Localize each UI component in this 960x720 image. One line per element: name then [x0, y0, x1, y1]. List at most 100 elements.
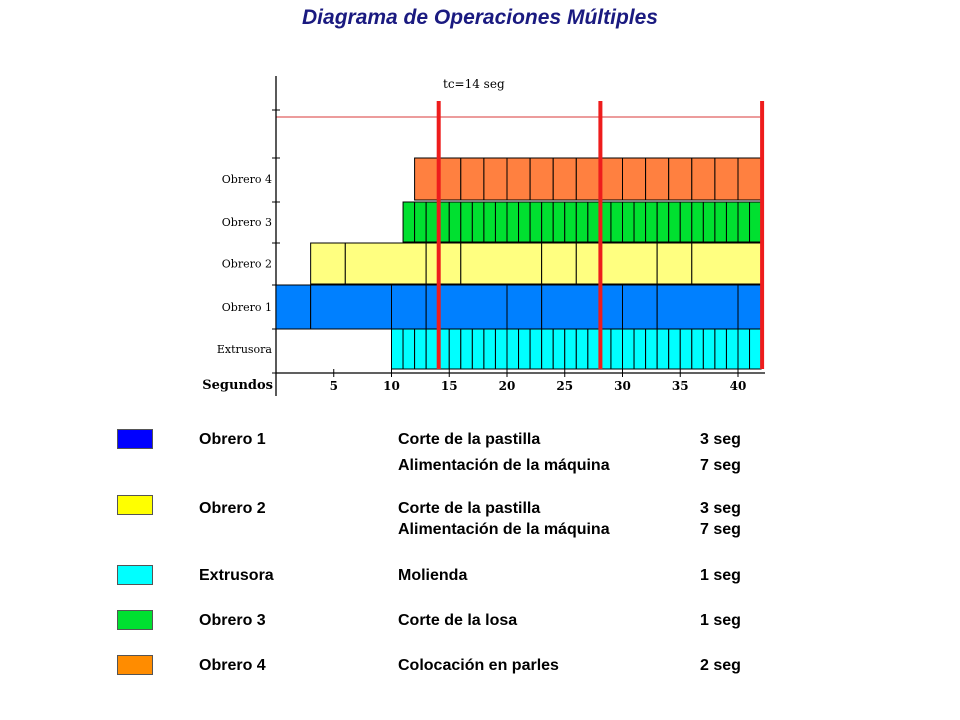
gantt-bar-segment [414, 201, 427, 243]
legend-swatch [117, 565, 153, 585]
gantt-bar-segment [587, 201, 600, 243]
gantt-bar-segment [679, 328, 693, 370]
legend-time: 7 seg [700, 457, 741, 474]
gantt-bar-segment [483, 328, 496, 370]
gantt-bar-segment [471, 328, 485, 370]
gantt-bar-segment [552, 157, 577, 201]
gantt-bar-segment [552, 201, 566, 243]
gantt-bar-segment [575, 201, 589, 243]
gantt-bar-segment [575, 242, 658, 285]
gantt-bar-segment [749, 201, 762, 243]
gantt-bar-segment [425, 242, 462, 285]
gantt-bar-segment [494, 328, 508, 370]
gantt-bar-segment [541, 242, 577, 285]
gantt-bar-segment [344, 242, 427, 285]
gantt-bar-segment [460, 201, 473, 243]
gantt-bar-segment [506, 328, 520, 370]
gantt-bar-segment [668, 157, 693, 201]
gantt-bar-segment [414, 157, 439, 201]
x-tick-label: 10 [383, 379, 400, 393]
x-tick-label: 5 [330, 379, 338, 393]
gantt-bar-segment [494, 201, 508, 243]
gantt-bar-segment [541, 328, 554, 370]
gantt-bar-segment [702, 328, 716, 370]
row-label: Extrusora [217, 343, 273, 356]
legend-task: Alimentación de la máquina [398, 457, 610, 474]
legend-operator: Obrero 3 [199, 612, 266, 629]
gantt-bar-segment [414, 328, 427, 370]
gantt-bar-segment [691, 328, 704, 370]
gantt-bar-segment [633, 328, 647, 370]
gantt-bar-segment [425, 328, 439, 370]
legend-task: Corte de la pastilla [398, 431, 541, 448]
gantt-bar-segment [518, 201, 531, 243]
gantt-bar-segment [310, 284, 392, 330]
x-tick-label: 40 [730, 379, 747, 393]
gantt-bar-segment [737, 157, 762, 201]
legend-time: 7 seg [700, 521, 741, 538]
gantt-bar-segment [656, 328, 670, 370]
gantt-bar-segment [529, 157, 554, 201]
gantt-bar-segment [714, 157, 739, 201]
gantt-bar-segment [749, 328, 762, 370]
gantt-bar-segment [483, 157, 508, 201]
legend-time: 2 seg [700, 657, 741, 674]
gantt-bar-segment [402, 201, 416, 243]
gantt-bar-segment [460, 242, 543, 285]
gantt-bar-segment [391, 284, 427, 330]
gantt-bar-segment [529, 328, 543, 370]
gantt-bar-segment [656, 284, 739, 330]
legend-time: 3 seg [700, 500, 741, 517]
gantt-bar-segment [564, 328, 577, 370]
gantt-bar-segment [541, 201, 554, 243]
gantt-bar-segment [691, 201, 704, 243]
gantt-bar-segment [622, 328, 635, 370]
x-tick-label: 15 [441, 379, 458, 393]
gantt-bar-segment [645, 201, 658, 243]
legend-swatch [117, 429, 153, 449]
legend-task: Molienda [398, 567, 468, 584]
gantt-bar-segment [310, 242, 346, 285]
gantt-bar-segment [506, 157, 531, 201]
gantt-bar-segment [714, 201, 727, 243]
gantt-bar-segment [622, 201, 635, 243]
gantt-bar-segment [737, 328, 751, 370]
legend-task: Colocación en parles [398, 657, 559, 674]
gantt-bar-segment [668, 201, 681, 243]
gantt-bar-segment [483, 201, 496, 243]
legend-task: Corte de la pastilla [398, 500, 541, 517]
x-tick-label: 30 [614, 379, 631, 393]
legend-task: Alimentación de la máquina [398, 521, 610, 538]
legend-swatch [117, 610, 153, 630]
gantt-bar-segment [425, 201, 439, 243]
gantt-bar-segment [598, 157, 624, 201]
gantt-bar-segment [541, 284, 624, 330]
gantt-bar-segment [725, 201, 739, 243]
gantt-bar-segment [691, 242, 762, 285]
gantt-bar-segment [668, 328, 681, 370]
gantt-bar-segment [610, 201, 624, 243]
gantt-bar-segment [610, 328, 624, 370]
gantt-bar-segment [737, 201, 751, 243]
gantt-bar-segment [622, 284, 658, 330]
gantt-bar-segment [448, 201, 462, 243]
gantt-bar-segment [645, 157, 670, 201]
gantt-bar-segment [633, 201, 647, 243]
gantt-bar-segment [460, 328, 473, 370]
gantt-bar-segment [679, 201, 693, 243]
legend-operator: Obrero 2 [199, 500, 266, 517]
row-label: Obrero 4 [222, 173, 272, 186]
legend-time: 1 seg [700, 612, 741, 629]
cycle-label: tc=14 seg [443, 77, 505, 91]
legend-operator: Extrusora [199, 567, 274, 584]
gantt-bar-segment [471, 201, 485, 243]
gantt-bar-segment [460, 157, 485, 201]
gantt-bar-segment [656, 201, 670, 243]
gantt-bar-segment [506, 284, 543, 330]
row-label: Obrero 1 [222, 301, 272, 314]
gantt-bar-segment [518, 328, 531, 370]
gantt-bar-segment [575, 157, 600, 201]
gantt-bar-segment [714, 328, 727, 370]
legend-operator: Obrero 1 [199, 431, 266, 448]
gantt-bar-segment [725, 328, 739, 370]
